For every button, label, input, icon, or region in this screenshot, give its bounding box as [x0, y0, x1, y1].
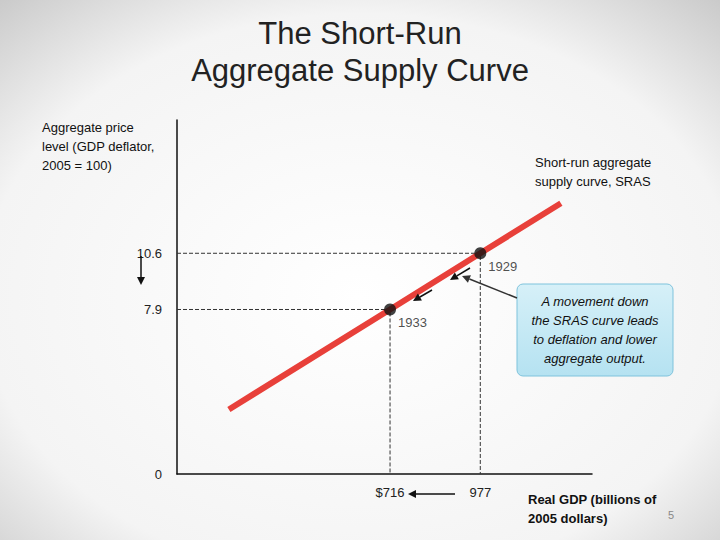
svg-text:Aggregate Supply Curve: Aggregate Supply Curve: [191, 53, 529, 88]
svg-text:to deflation and lower: to deflation and lower: [533, 332, 657, 347]
svg-text:A movement down: A movement down: [540, 294, 648, 309]
svg-text:1933: 1933: [398, 315, 427, 330]
svg-text:10.6: 10.6: [136, 245, 162, 261]
svg-text:Real GDP (billions of: Real GDP (billions of: [528, 492, 657, 507]
svg-text:977: 977: [469, 485, 491, 500]
svg-text:supply curve, SRAS: supply curve, SRAS: [535, 174, 651, 189]
svg-text:The Short-Run: The Short-Run: [258, 16, 461, 51]
svg-text:7.9: 7.9: [144, 302, 162, 317]
svg-text:5: 5: [668, 509, 674, 521]
svg-text:Short-run aggregate: Short-run aggregate: [535, 155, 651, 170]
svg-text:2005 dollars): 2005 dollars): [528, 511, 608, 526]
svg-text:aggregate output.: aggregate output.: [544, 351, 646, 366]
svg-text:$716: $716: [376, 485, 405, 500]
svg-text:1929: 1929: [488, 259, 517, 274]
svg-text:2005 = 100): 2005 = 100): [42, 158, 112, 173]
svg-text:the SRAS curve leads: the SRAS curve leads: [531, 313, 659, 328]
svg-text:0: 0: [155, 467, 162, 482]
svg-text:Aggregate price: Aggregate price: [42, 120, 134, 135]
svg-text:level (GDP deflator,: level (GDP deflator,: [42, 139, 154, 154]
